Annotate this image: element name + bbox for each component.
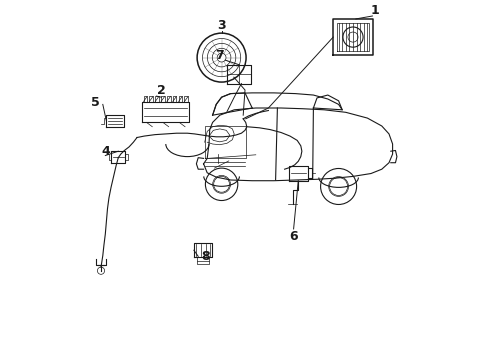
Text: 1: 1 <box>371 4 380 17</box>
Text: 5: 5 <box>91 96 100 109</box>
Text: 4: 4 <box>101 145 110 158</box>
Text: 7: 7 <box>216 49 224 62</box>
Text: 2: 2 <box>157 84 166 97</box>
Text: 3: 3 <box>217 19 226 32</box>
Text: 6: 6 <box>289 230 298 243</box>
Text: 8: 8 <box>201 250 210 263</box>
